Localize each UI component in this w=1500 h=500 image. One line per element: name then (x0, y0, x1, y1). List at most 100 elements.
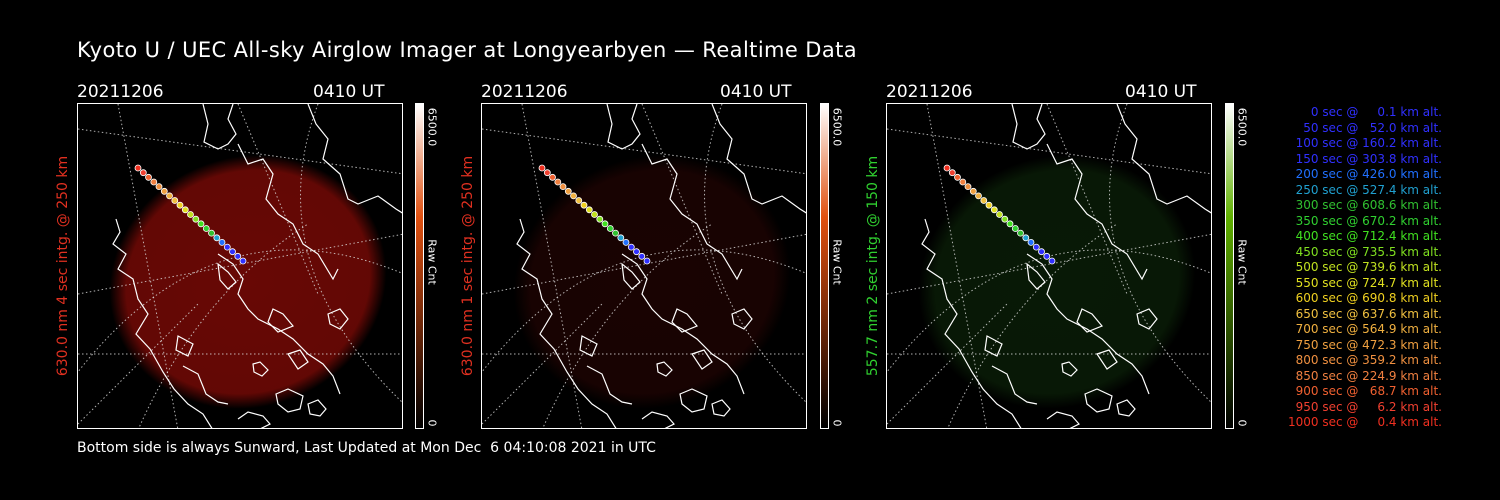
trajectory-point (969, 187, 977, 195)
trajectory-point (160, 187, 168, 195)
trajectory (134, 164, 247, 265)
panel-3-image (886, 103, 1212, 429)
panel-1-colorbar-unit: Raw Cnt (425, 239, 439, 285)
grid-lines (78, 104, 402, 428)
trajectory-point (197, 220, 205, 228)
coastlines (516, 104, 806, 428)
panel-2-colorbar (820, 103, 829, 429)
trajectory-point (208, 229, 215, 237)
panel-1-time: 0410 UT (313, 82, 385, 102)
coastlines (921, 104, 1211, 428)
trajectory-point (601, 220, 609, 228)
legend-row: 800 sec @ 359.2 km alt. (1291, 353, 1442, 367)
panel-1-date: 20211206 (77, 82, 164, 102)
airglow-field (918, 155, 1196, 409)
trajectory-point (213, 234, 221, 242)
legend-row: 950 sec @ 6.2 km alt. (1291, 399, 1442, 414)
trajectory-point (549, 173, 556, 181)
legend-row: 850 sec @ 224.9 km alt. (1291, 368, 1442, 383)
legend-row: 100 sec @ 160.2 km alt. (1291, 136, 1442, 150)
trajectory-point (585, 206, 593, 214)
trajectory-point (959, 178, 967, 186)
legend-row: 700 sec @ 564.9 km alt. (1291, 322, 1442, 336)
coastlines (112, 104, 402, 428)
trajectory-point (155, 183, 163, 190)
panel-2-colorbar-max: 6500.0 (830, 107, 844, 147)
grid-lines (482, 104, 806, 428)
page-title: Kyoto U / UEC All-sky Airglow Imager at … (77, 38, 858, 62)
trajectory-point (176, 201, 184, 209)
trajectory-point (638, 252, 646, 260)
panel-1-image (77, 103, 403, 429)
trajectory-point (591, 211, 598, 218)
trajectory-point (187, 211, 194, 218)
legend-row: 250 sec @ 527.4 km alt. (1291, 182, 1442, 197)
panel-2-colorbar-unit: Raw Cnt (830, 239, 844, 285)
legend-row: 450 sec @ 735.5 km alt. (1291, 244, 1442, 259)
trajectory-point (166, 192, 173, 200)
trajectory-point (643, 257, 651, 265)
legend-row: 1000 sec @ 0.4 km alt. (1287, 415, 1442, 429)
trajectory (943, 164, 1056, 265)
trajectory-point (617, 234, 625, 242)
trajectory-point (606, 225, 614, 232)
legend-row: 300 sec @ 608.6 km alt. (1291, 198, 1442, 212)
panel-2-side-label: 630.0 nm 1 sec intg. @ 250 km (460, 155, 476, 377)
trajectory-point (1032, 243, 1040, 251)
panel-2-map (482, 104, 806, 428)
trajectory-point (171, 197, 179, 204)
altitude-legend: 0 sec @ 0.1 km alt. 50 sec @ 52.0 km alt… (1262, 105, 1442, 431)
trajectory-point (145, 173, 152, 181)
trajectory-point (543, 169, 551, 177)
trajectory-point (580, 201, 588, 209)
trajectory-point (1006, 220, 1014, 228)
panel-2-image (481, 103, 807, 429)
panel-3-colorbar (1225, 103, 1234, 429)
panel-2-colorbar-min: 0 (830, 419, 844, 427)
legend-row: 150 sec @ 303.8 km alt. (1291, 151, 1442, 166)
panel-3-map (887, 104, 1211, 428)
panel-2-time: 0410 UT (720, 82, 792, 102)
trajectory-point (622, 238, 630, 246)
airglow-field (109, 155, 387, 409)
trajectory-point (964, 183, 972, 190)
trajectory-point (239, 257, 247, 265)
trajectory-point (181, 206, 189, 214)
trajectory-point (139, 169, 147, 177)
trajectory-point (1011, 225, 1019, 232)
trajectory-point (1038, 248, 1045, 256)
panel-3-colorbar-min: 0 (1235, 419, 1249, 427)
panel-1-colorbar-min: 0 (425, 419, 439, 427)
grid-lines (887, 104, 1211, 428)
trajectory-point (1027, 238, 1035, 246)
trajectory-point (596, 215, 604, 223)
legend-row: 0 sec @ 0.1 km alt. (1299, 105, 1442, 119)
trajectory (538, 164, 651, 265)
panel-3-colorbar-unit: Raw Cnt (1235, 239, 1249, 285)
trajectory-point (1048, 257, 1056, 265)
trajectory-point (612, 229, 619, 237)
trajectory-point (559, 183, 567, 190)
airglow-field (513, 155, 791, 409)
trajectory-point (1017, 229, 1024, 237)
panel-3-colorbar-max: 6500.0 (1235, 107, 1249, 147)
panel-1-colorbar-max: 6500.0 (425, 107, 439, 147)
panel-1-map (78, 104, 402, 428)
trajectory-point (575, 197, 583, 204)
panel-3-time: 0410 UT (1125, 82, 1197, 102)
trajectory-point (564, 187, 572, 195)
legend-row: 350 sec @ 670.2 km alt. (1291, 213, 1442, 228)
panel-1-colorbar (415, 103, 424, 429)
trajectory-point (943, 164, 951, 172)
trajectory-point (202, 225, 210, 232)
trajectory-point (223, 243, 231, 251)
trajectory-point (985, 201, 993, 209)
legend-row: 50 sec @ 52.0 km alt. (1295, 120, 1442, 135)
trajectory-point (192, 215, 200, 223)
trajectory-point (954, 173, 961, 181)
trajectory-point (554, 178, 562, 186)
legend-row: 400 sec @ 712.4 km alt. (1291, 229, 1442, 243)
trajectory-point (538, 164, 546, 172)
trajectory-point (1043, 252, 1051, 260)
legend-row: 500 sec @ 739.6 km alt. (1291, 260, 1442, 274)
